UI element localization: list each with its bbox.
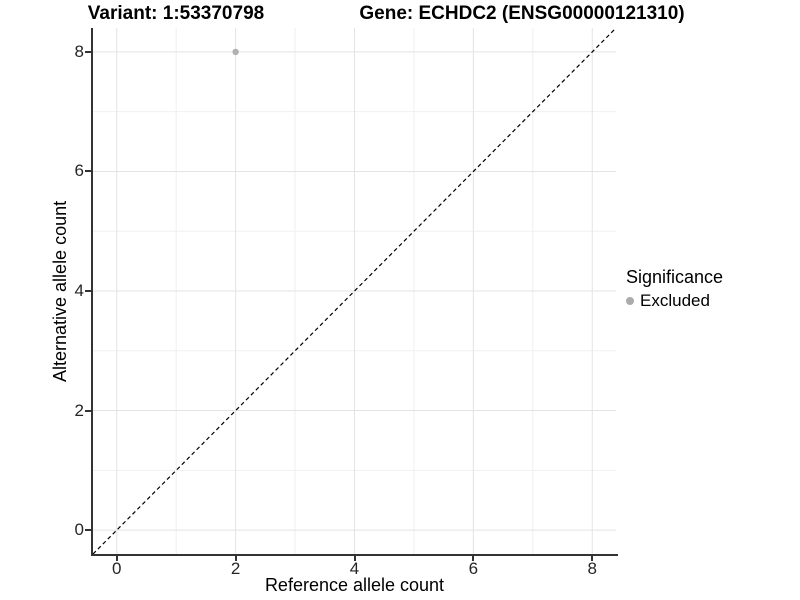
x-axis-tick-label: 6 [468, 559, 479, 578]
legend-label: Excluded [640, 291, 710, 310]
data-point [232, 48, 239, 56]
y-axis-tick-label: 0 [74, 520, 84, 540]
x-axis-tick-label: 0 [112, 559, 122, 578]
x-axis-title: Reference allele count [264, 575, 445, 595]
y-axis-tick [85, 50, 91, 53]
y-axis-tick [85, 529, 91, 532]
y-axis-tick [85, 290, 91, 292]
x-axis-tick [234, 556, 237, 561]
legend-entries: Excluded [626, 292, 723, 310]
y-axis-tick [85, 170, 91, 173]
plot-panel [93, 28, 616, 554]
x-axis-tick [353, 556, 356, 561]
x-axis-tick-label: 4 [349, 559, 360, 578]
plot-canvas [93, 28, 616, 554]
identity-dashed-line [93, 28, 616, 554]
plot-title-gene: Gene: ECHDC2 (ENSG00000121310) [359, 3, 685, 24]
legend-entry: Excluded [626, 292, 723, 310]
y-axis-tick-label: 8 [74, 41, 84, 61]
x-axis-line [91, 554, 618, 556]
x-axis-tick [115, 556, 118, 561]
legend: Significance Excluded [626, 267, 723, 310]
legend-point-icon [626, 297, 634, 305]
x-axis-tick [591, 556, 594, 561]
y-axis-tick-label: 2 [74, 400, 84, 420]
y-axis-tick-label: 6 [74, 161, 84, 181]
y-axis-tick [85, 409, 91, 412]
x-axis-tick-label: 8 [587, 559, 597, 578]
y-axis-tick-label: 4 [74, 281, 84, 300]
x-axis-tick-label: 2 [230, 559, 241, 578]
x-axis-tick [472, 556, 475, 561]
legend-title: Significance [626, 267, 724, 287]
plot-title-variant: Variant: 1:53370798 [87, 3, 265, 24]
y-axis-line [91, 28, 93, 556]
